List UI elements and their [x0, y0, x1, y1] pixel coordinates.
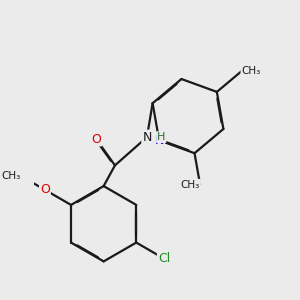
Text: O: O — [40, 183, 50, 196]
Text: N: N — [154, 134, 164, 147]
Text: N: N — [142, 130, 152, 144]
Text: Cl: Cl — [158, 252, 170, 265]
Text: CH₃: CH₃ — [242, 66, 261, 76]
Text: CH₃: CH₃ — [181, 180, 200, 190]
Text: O: O — [91, 133, 101, 146]
Text: CH₃: CH₃ — [1, 171, 20, 181]
Text: H: H — [157, 132, 166, 142]
